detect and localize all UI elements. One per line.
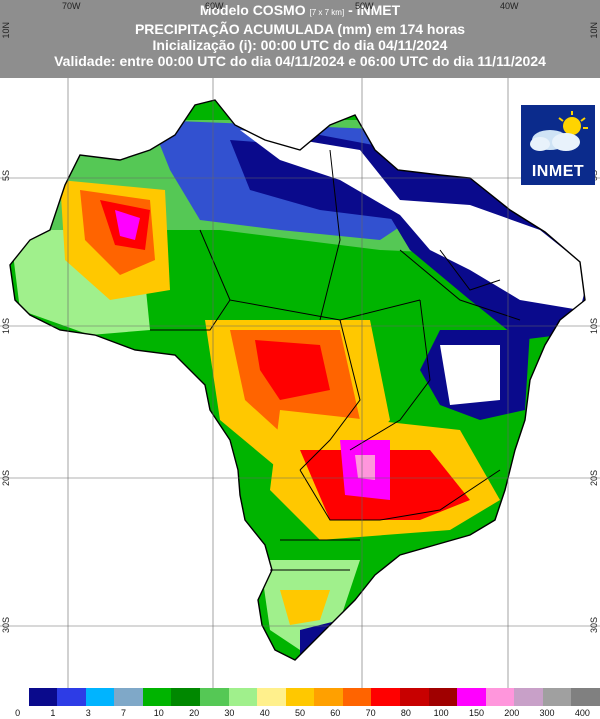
colorbar-swatch: [342, 688, 372, 706]
colorbar-label: 10: [153, 708, 164, 718]
colorbar-swatch: [457, 688, 487, 706]
validity-line: Validade: entre 00:00 UTC do dia 04/11/2…: [54, 53, 546, 69]
colorbar-label: 100: [433, 708, 449, 718]
colorbar-label: 1: [50, 708, 56, 718]
inmet-logo: INMET: [521, 105, 595, 185]
colorbar-label: 40: [259, 708, 270, 718]
colorbar-label: 0: [15, 708, 21, 718]
colorbar-label: 7: [121, 708, 127, 718]
colorbar-label: 400: [574, 708, 590, 718]
colorbar-label: 60: [330, 708, 341, 718]
lon-label-60w: 60W: [205, 1, 224, 11]
colorbar-label: 150: [468, 708, 484, 718]
colorbar-swatch: [371, 688, 401, 706]
precipitation-map: [0, 78, 600, 688]
colorbar-label: 30: [224, 708, 235, 718]
colorbar-swatch: [171, 688, 201, 706]
colorbar-swatch: [314, 688, 344, 706]
model-title: Modelo COSMO: [199, 2, 306, 18]
colorbar-swatch: [85, 688, 115, 706]
lat-label-10n: 10N: [1, 22, 11, 39]
colorbar-label: 80: [400, 708, 411, 718]
colorbar-label: 200: [504, 708, 520, 718]
colorbar-label: 300: [539, 708, 555, 718]
colorbar-swatch: [285, 688, 315, 706]
lon-label-70w: 70W: [62, 1, 81, 11]
colorbar-swatch: [571, 688, 600, 706]
sun-cloud-icon: [530, 111, 588, 151]
colorbar-label: 70: [365, 708, 376, 718]
colorbar-swatch: [114, 688, 144, 706]
lat-label-right-10n: 10N: [589, 22, 599, 39]
init-line: Inicialização (i): 00:00 UTC do dia 04/1…: [152, 37, 448, 53]
colorbar-swatch: [142, 688, 172, 706]
map-header: Modelo COSMO [7 x 7 km] - INMET PRECIPIT…: [0, 0, 600, 78]
colorbar-swatch: [257, 688, 287, 706]
colorbar-swatch: [200, 688, 230, 706]
colorbar-swatch: [28, 688, 58, 706]
colorbar-swatch: [542, 688, 572, 706]
model-resolution: [7 x 7 km]: [309, 8, 345, 17]
colorbar-label: 3: [85, 708, 91, 718]
colorbar-swatch: [428, 688, 458, 706]
colorbar-label: 50: [294, 708, 306, 718]
colorbar-label: 20: [189, 708, 200, 718]
colorbar-swatch: [0, 688, 30, 706]
colorbar-swatch: [400, 688, 430, 706]
lon-label-40w: 40W: [500, 1, 519, 11]
colorbar-swatch: [228, 688, 258, 706]
colorbar-swatch: [485, 688, 515, 706]
inmet-logo-text: INMET: [531, 163, 585, 180]
colorbar-swatch: [514, 688, 544, 706]
lon-label-50w: 50W: [355, 1, 374, 11]
subtitle: PRECIPITAÇÃO ACUMULADA (mm) em 174 horas: [134, 21, 466, 37]
model-suffix: - INMET: [348, 2, 401, 18]
title-line: Modelo COSMO [7 x 7 km] - INMET: [0, 2, 600, 21]
colorbar-swatch: [57, 688, 87, 706]
precipitation-colorbar: 0 1 3 7 10 20 30 40 50 60 70 80 100 150 200 300 400: [0, 688, 600, 719]
